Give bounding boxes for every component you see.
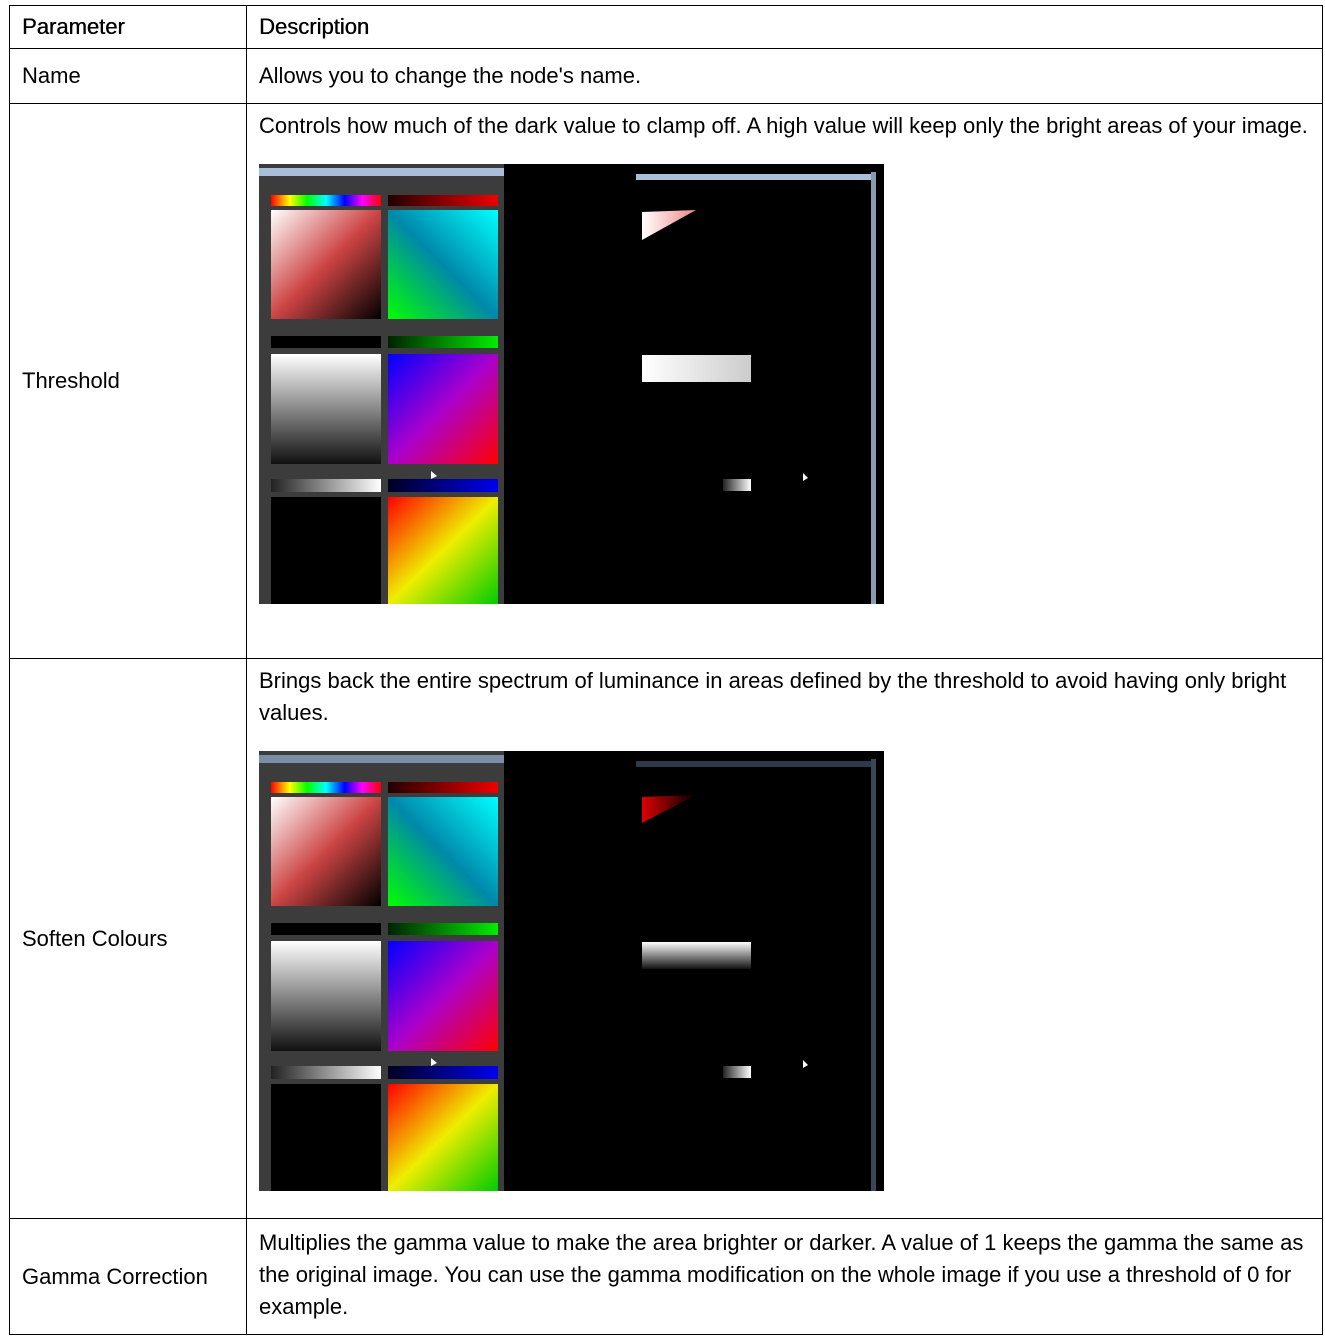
panel-title (259, 755, 504, 763)
swatch-bar (642, 942, 751, 969)
parameter-table: Parameter Description Name Allows you to… (9, 5, 1323, 1335)
viewer-title (636, 761, 873, 767)
param-cell: Name (9, 48, 247, 104)
viewer-border (871, 172, 876, 604)
desc-cell: Allows you to change the node's name. (246, 48, 1323, 104)
desc-text: Brings back the entire spectrum of lumin… (259, 668, 1287, 725)
red-square (388, 797, 498, 906)
value-bar (271, 1066, 381, 1079)
sat-square (271, 941, 381, 1051)
row: Gamma Correction Multiplies the gamma va… (9, 1218, 1323, 1335)
sat-bar (271, 336, 381, 348)
screenshot-image (259, 751, 884, 1191)
header-cell: Description (246, 5, 1323, 49)
sat-square (271, 354, 381, 464)
viewer-title (636, 174, 873, 180)
green-bar (388, 923, 498, 935)
swatch-small (723, 1066, 751, 1078)
hue-bar (271, 195, 381, 206)
swatch-bar (642, 355, 751, 382)
screenshot-image (259, 164, 884, 604)
desc-text: Multiplies the gamma value to make the a… (259, 1230, 1304, 1319)
desc-cell: Controls how much of the dark value to c… (246, 103, 1323, 659)
value-square (271, 1084, 381, 1191)
green-bar (388, 336, 498, 348)
desc-cell: Multiplies the gamma value to make the a… (246, 1218, 1323, 1335)
cursor (431, 471, 437, 479)
screenshot (259, 164, 884, 604)
cursor (803, 1060, 808, 1068)
desc-cell: Brings back the entire spectrum of lumin… (246, 658, 1323, 1219)
screenshot (259, 751, 884, 1191)
value-bar (271, 479, 381, 492)
red-bar (388, 782, 498, 793)
cursor (803, 473, 808, 481)
value-square (271, 497, 381, 604)
viewer-border (871, 759, 876, 1191)
desc-text: Controls how much of the dark value to c… (259, 113, 1308, 138)
cursor (431, 1058, 437, 1066)
blue-square (388, 1084, 498, 1191)
header-cell: Parameter (9, 5, 247, 49)
row: Soften Colours Brings back the entire sp… (9, 658, 1323, 1219)
blue-bar (388, 479, 498, 492)
swatch-triangle (642, 795, 696, 823)
hue-square (271, 797, 381, 906)
param-cell: Gamma Correction (9, 1218, 247, 1335)
param-cell: Soften Colours (9, 658, 247, 1219)
sat-bar (271, 923, 381, 935)
green-square (388, 354, 498, 464)
red-square (388, 210, 498, 319)
header-row: Parameter Description (9, 5, 1323, 49)
swatch-small (723, 479, 751, 491)
hue-bar (271, 782, 381, 793)
row: Threshold Controls how much of the dark … (9, 103, 1323, 659)
blue-bar (388, 1066, 498, 1079)
row: Name Allows you to change the node's nam… (9, 48, 1323, 104)
hue-square (271, 210, 381, 319)
red-bar (388, 195, 498, 206)
panel-title (259, 168, 504, 176)
green-square (388, 941, 498, 1051)
swatch-triangle (642, 210, 696, 240)
desc-text: Allows you to change the node's name. (259, 63, 642, 88)
param-cell: Threshold (9, 103, 247, 659)
blue-square (388, 497, 498, 604)
